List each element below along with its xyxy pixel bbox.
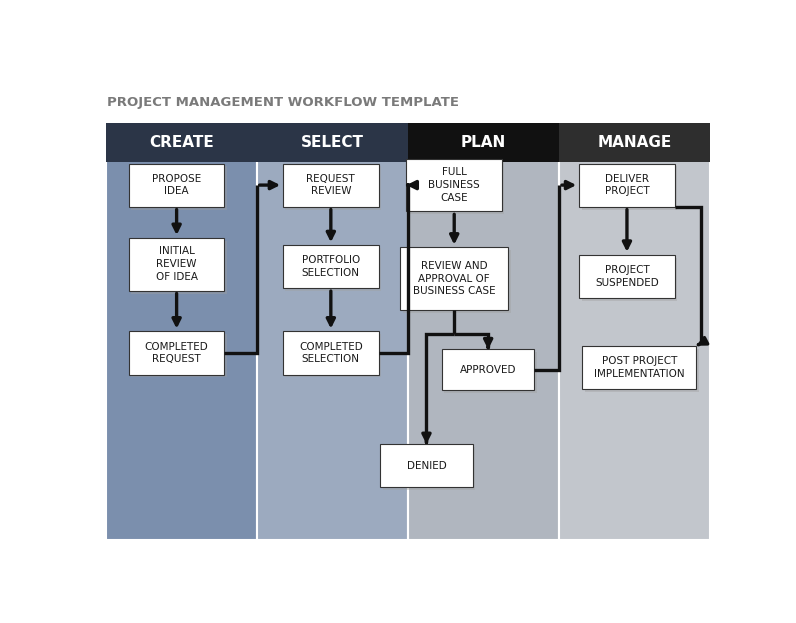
Bar [582, 166, 677, 209]
Text: PROPOSE
IDEA: PROPOSE IDEA [152, 174, 201, 196]
Bar [408, 123, 559, 162]
Text: REQUEST
REVIEW: REQUEST REVIEW [306, 174, 355, 196]
Bar [283, 245, 379, 288]
Bar [408, 123, 559, 540]
Bar [383, 447, 475, 490]
Bar [380, 444, 473, 487]
Bar [409, 161, 505, 214]
Bar [585, 349, 699, 392]
Text: MANAGE: MANAGE [598, 135, 672, 150]
Bar [257, 123, 408, 540]
Text: PROJECT
SUSPENDED: PROJECT SUSPENDED [595, 265, 659, 288]
Bar [442, 350, 534, 390]
Text: DENIED: DENIED [407, 461, 447, 471]
Bar [579, 255, 675, 298]
Bar [579, 163, 675, 207]
Bar [286, 335, 381, 378]
Bar [257, 123, 408, 162]
Bar [559, 123, 710, 162]
Text: APPROVED: APPROVED [460, 365, 517, 375]
Bar [106, 123, 257, 540]
Text: POST PROJECT
IMPLEMENTATION: POST PROJECT IMPLEMENTATION [594, 356, 685, 379]
Text: PLAN: PLAN [461, 135, 506, 150]
Bar [129, 238, 224, 291]
Bar [444, 352, 537, 393]
Bar [582, 346, 696, 389]
Bar [286, 166, 381, 209]
Bar [131, 240, 227, 293]
Text: INITIAL
REVIEW
OF IDEA: INITIAL REVIEW OF IDEA [155, 247, 197, 282]
Bar [131, 166, 227, 209]
Bar [286, 248, 381, 291]
Bar [106, 123, 257, 162]
Bar [283, 163, 379, 207]
Bar [582, 257, 677, 301]
Text: PORTFOLIO
SELECTION: PORTFOLIO SELECTION [302, 255, 360, 278]
Bar [129, 331, 224, 374]
Bar [407, 159, 502, 211]
Bar [400, 247, 508, 310]
Bar [559, 123, 710, 540]
Text: DELIVER
PROJECT: DELIVER PROJECT [605, 174, 650, 196]
Text: FULL
BUSINESS
CASE: FULL BUSINESS CASE [428, 168, 480, 203]
Text: SELECT: SELECT [301, 135, 364, 150]
Text: CREATE: CREATE [149, 135, 213, 150]
Text: COMPLETED
SELECTION: COMPLETED SELECTION [299, 341, 363, 364]
Bar [131, 335, 227, 378]
Bar [283, 331, 379, 374]
Bar [403, 250, 511, 313]
Text: PROJECT MANAGEMENT WORKFLOW TEMPLATE: PROJECT MANAGEMENT WORKFLOW TEMPLATE [107, 97, 459, 110]
Text: REVIEW AND
APPROVAL OF
BUSINESS CASE: REVIEW AND APPROVAL OF BUSINESS CASE [413, 261, 496, 297]
Bar [129, 163, 224, 207]
Text: COMPLETED
REQUEST: COMPLETED REQUEST [145, 341, 209, 364]
